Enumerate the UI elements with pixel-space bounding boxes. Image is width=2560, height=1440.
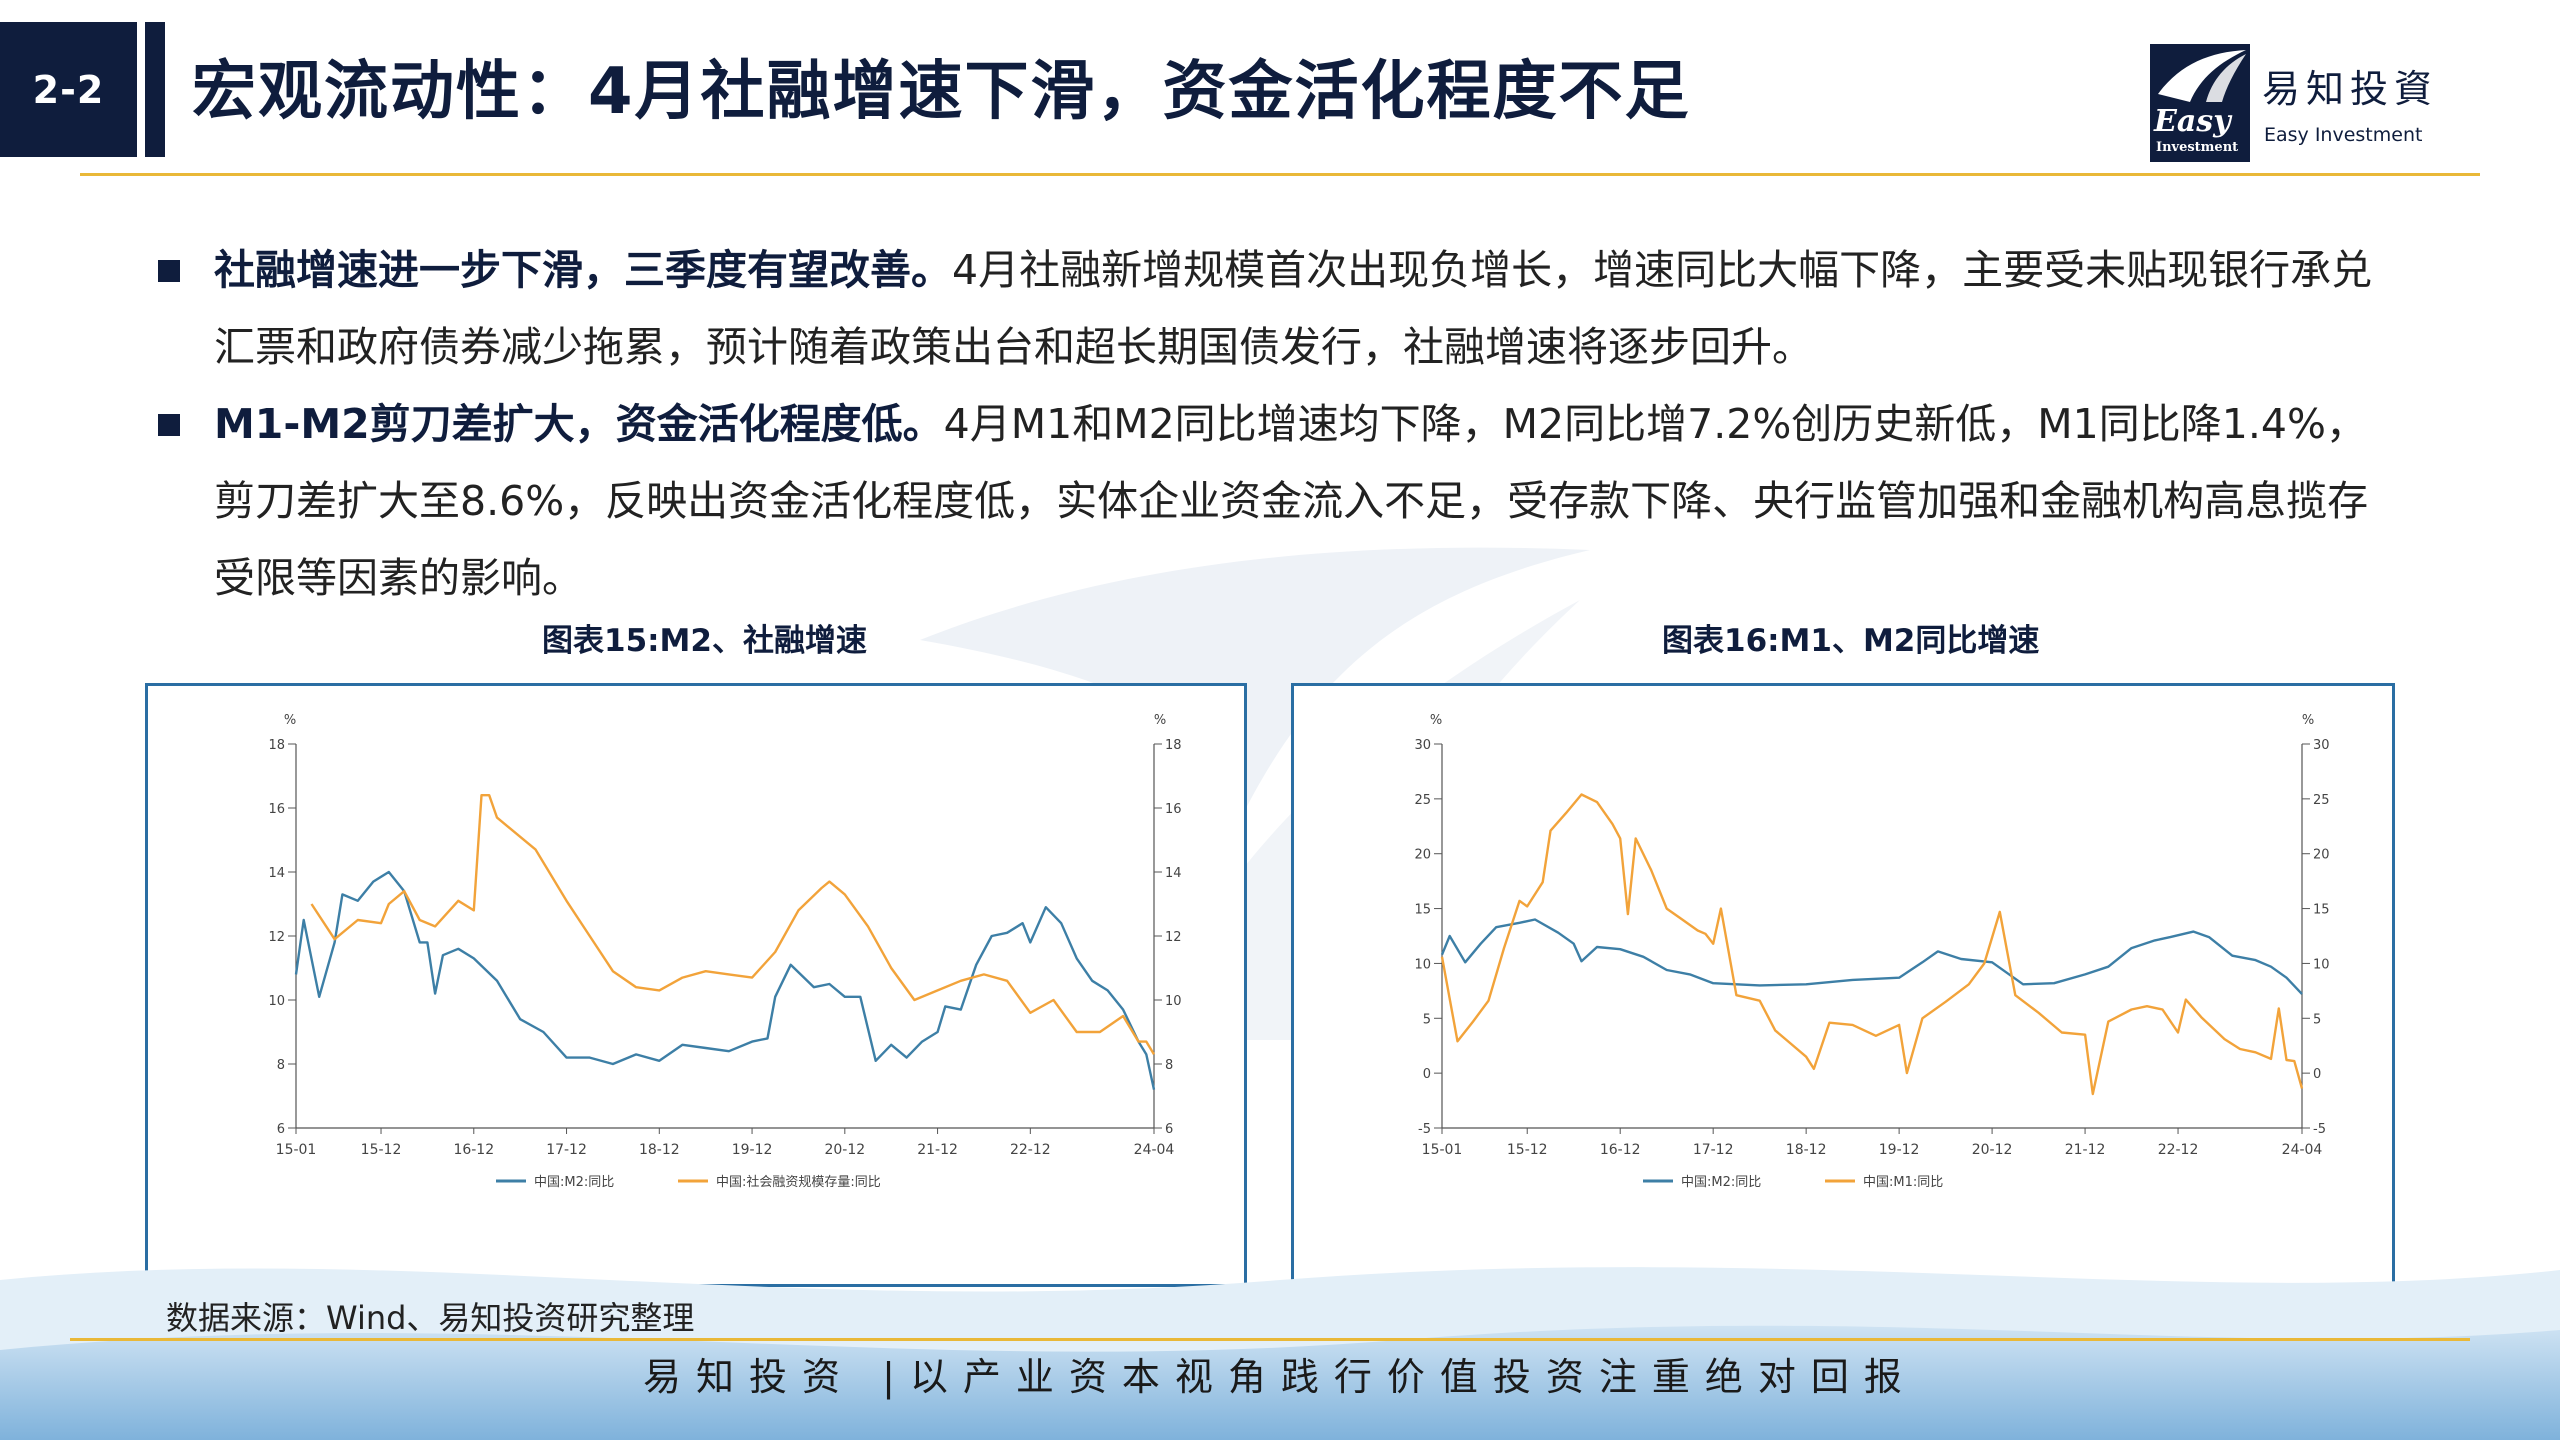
y-tick-label-right: 0 (2313, 1067, 2321, 1082)
y-tick-label-left: 10 (1414, 957, 1431, 972)
y-tick-label-right: 8 (1165, 1058, 1173, 1073)
logo-chinese-name: 易知投資 (2262, 67, 2439, 111)
x-tick-label: 20-12 (824, 1142, 865, 1158)
bullet-heading: 社融增速进一步下滑，三季度有望改善。 (214, 246, 952, 294)
bullet-item: M1-M2剪刀差扩大，资金活化程度低。4月M1和M2同比增速均下降，M2同比增7… (150, 386, 2380, 617)
chart-2-title: 图表16:M1、M2同比增速 (1662, 623, 2040, 659)
x-tick-label: 15-01 (276, 1142, 317, 1158)
company-logo: Easy Investment 易知投資 Easy Investment (2150, 44, 2450, 162)
logo-mark: Easy Investment (2150, 44, 2250, 162)
x-tick-label: 22-12 (2158, 1142, 2199, 1158)
x-tick-label: 19-12 (1879, 1142, 1920, 1158)
y-tick-label-right: 6 (1165, 1122, 1173, 1137)
x-tick-label: 24-04 (2282, 1142, 2323, 1158)
legend-label: 中国:M2:同比 (534, 1175, 614, 1190)
y-tick-label-right: 18 (1165, 738, 1182, 753)
x-tick-label: 20-12 (1972, 1142, 2013, 1158)
y-tick-label-left: 25 (1414, 793, 1431, 808)
x-tick-label: 21-12 (2065, 1142, 2106, 1158)
y-tick-label-right: 30 (2313, 738, 2330, 753)
y-tick-label-left: 8 (277, 1058, 285, 1073)
header-gold-line (80, 173, 2480, 176)
y-tick-label-right: 5 (2313, 1012, 2321, 1027)
section-number-badge: 2-2 (0, 22, 137, 157)
y-axis-right-unit: % (1154, 713, 1166, 728)
x-tick-label: 21-12 (917, 1142, 958, 1158)
y-tick-label-left: 30 (1414, 738, 1431, 753)
x-tick-label: 24-04 (1134, 1142, 1175, 1158)
x-tick-label: 15-12 (1507, 1142, 1548, 1158)
bullet-square-icon (158, 414, 180, 436)
logo-mark-subtext: Investment (2156, 140, 2239, 155)
y-tick-label-right: 10 (2313, 957, 2330, 972)
y-tick-label-left: 5 (1423, 1012, 1431, 1027)
chart-1-svg: % % 6 6 8 8 10 10 12 12 14 14 16 16 18 18 15-01 15-12 16-1… (268, 713, 1182, 1190)
y-axis-right-unit: % (2302, 713, 2314, 728)
bullet-item: 社融增速进一步下滑，三季度有望改善。4月社融新增规模首次出现负增长，增速同比大幅… (150, 232, 2380, 386)
y-tick-label-left: 14 (268, 866, 285, 881)
y-tick-label-left: 20 (1414, 848, 1431, 863)
x-tick-label: 18-12 (639, 1142, 680, 1158)
y-tick-label-left: 6 (277, 1122, 285, 1137)
chart-2-frame: %% -5 -5 0 0 5 5 10 10 15 15 20 20 25 25 30 30 15-01 15-12… (1291, 683, 2395, 1287)
x-tick-label: 15-12 (361, 1142, 402, 1158)
page-title: 宏观流动性：4月社融增速下滑，资金活化程度不足 (192, 55, 1691, 129)
bullet-square-icon (158, 260, 180, 282)
y-tick-label-right: 16 (1165, 802, 1182, 817)
bullet-text: 4月M1和M2同比增速均下降，M2同比增7.2%创历史新低，M1同比降1.4%，… (214, 400, 2369, 602)
y-tick-label-right: -5 (2313, 1122, 2326, 1137)
y-tick-label-right: 10 (1165, 994, 1182, 1009)
chart-2-svg: % % -5 -5 0 0 5 5 10 10 15 15 20 20 25 25 30 30 15-01 15-12… (1414, 713, 2330, 1190)
y-tick-label-right: 12 (1165, 930, 1182, 945)
x-tick-label: 16-12 (1600, 1142, 1641, 1158)
footer-gold-line (70, 1338, 2470, 1341)
x-tick-label: 17-12 (1693, 1142, 1734, 1158)
legend-label: 中国:社会融资规模存量:同比 (716, 1174, 881, 1190)
y-tick-label-right: 25 (2313, 793, 2330, 808)
footer-slogan: 易知投资 |以产业资本视角践行价值投资注重绝对回报 (643, 1355, 1917, 1399)
legend-label: 中国:M1:同比 (1863, 1175, 1943, 1190)
y-tick-label-left: -5 (1418, 1122, 1431, 1137)
y-tick-label-left: 12 (268, 930, 285, 945)
series-line (310, 794, 1156, 1056)
y-tick-label-right: 20 (2313, 848, 2330, 863)
logo-english-name: Easy Investment (2264, 124, 2423, 146)
logo-mark-text: Easy (2154, 104, 2231, 139)
y-tick-label-left: 18 (268, 738, 285, 753)
x-tick-label: 16-12 (453, 1142, 494, 1158)
bullet-text: 4月社融新增规模首次出现负增长，增速同比大幅下降，主要受未贴现银行承兑汇票和政府… (214, 246, 2373, 371)
y-axis-left-unit: % (284, 713, 296, 728)
x-tick-label: 22-12 (1010, 1142, 1051, 1158)
x-tick-label: 15-01 (1422, 1142, 1463, 1158)
y-tick-label-left: 16 (268, 802, 285, 817)
y-tick-label-left: 0 (1423, 1067, 1431, 1082)
y-tick-label-left: 15 (1414, 903, 1431, 918)
legend-label: 中国:M2:同比 (1681, 1175, 1761, 1190)
y-axis-left-unit: % (1430, 713, 1442, 728)
bullet-heading: M1-M2剪刀差扩大，资金活化程度低。 (214, 400, 944, 448)
data-source-note: 数据来源：Wind、易知投资研究整理 (166, 1299, 695, 1337)
y-tick-label-right: 14 (1165, 866, 1182, 881)
bullet-list: 社融增速进一步下滑，三季度有望改善。4月社融新增规模首次出现负增长，增速同比大幅… (150, 232, 2380, 617)
footer-wave-decoration (0, 1267, 2560, 1440)
x-tick-label: 17-12 (546, 1142, 587, 1158)
series-line (294, 870, 1156, 1090)
series-line (1440, 793, 2304, 1096)
x-tick-label: 19-12 (732, 1142, 773, 1158)
chart-1-title: 图表15:M2、社融增速 (542, 623, 867, 659)
section-divider-bar (145, 22, 165, 157)
series-line (1440, 918, 2303, 995)
chart-1-frame: %% 6 6 8 8 10 10 12 12 14 14 16 16 18 18 15-01 15-12 16-1… (145, 683, 1247, 1287)
logo-swoosh-icon (2158, 50, 2246, 102)
x-tick-label: 18-12 (1786, 1142, 1827, 1158)
y-tick-label-right: 15 (2313, 903, 2330, 918)
y-tick-label-left: 10 (268, 994, 285, 1009)
section-number: 2-2 (32, 67, 105, 112)
